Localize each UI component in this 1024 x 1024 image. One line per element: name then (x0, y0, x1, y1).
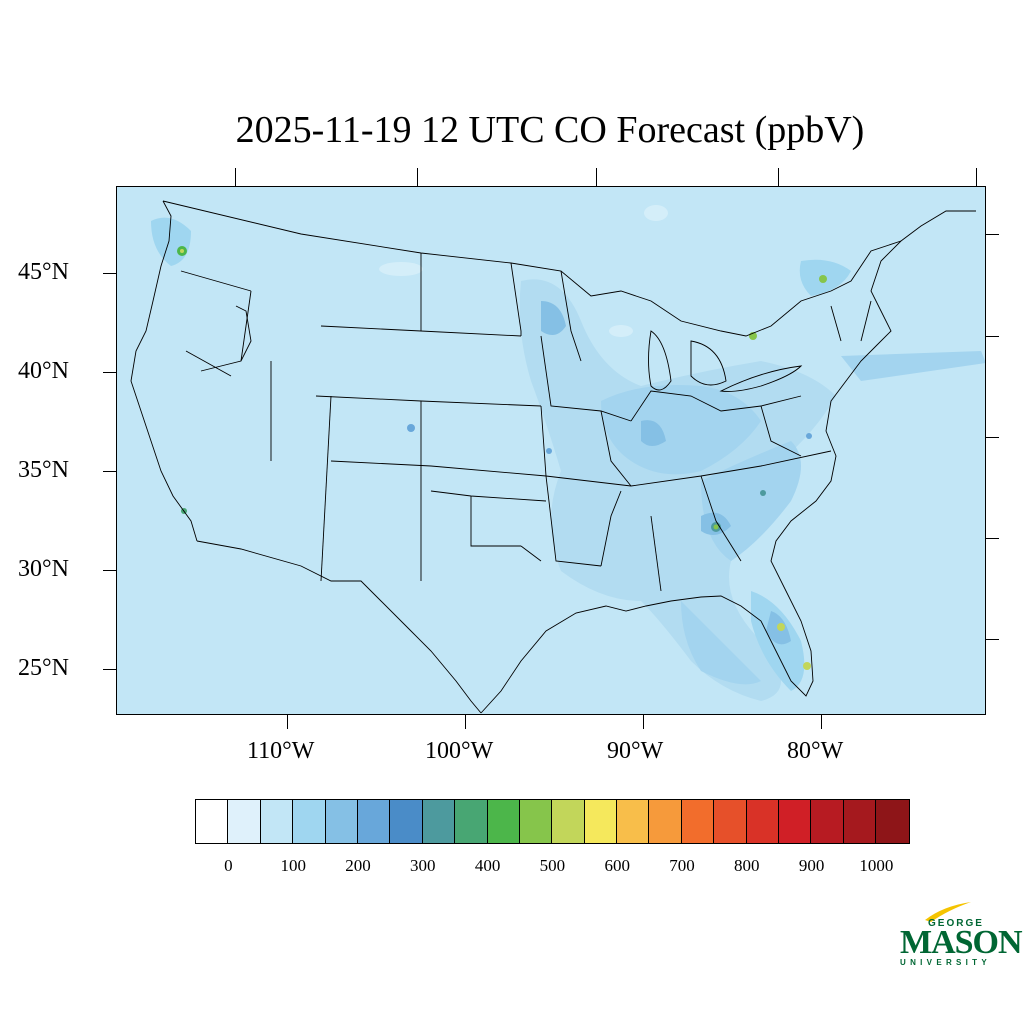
colorbar-swatch (422, 800, 456, 843)
lat-label: 30°N (18, 556, 69, 582)
colorbar-swatch (876, 800, 909, 843)
lat-label: 25°N (18, 655, 69, 681)
colorbar-swatch (519, 800, 553, 843)
colorbar (195, 799, 910, 844)
colorbar-label: 400 (474, 856, 501, 875)
colorbar-swatch (552, 800, 585, 843)
colorbar-swatch (487, 800, 520, 843)
colorbar-label: 0 (224, 856, 233, 875)
lat-label: 45°N (18, 259, 69, 285)
logo-bottom-text: UNIVERSITY (900, 958, 992, 967)
colorbar-swatch (228, 800, 261, 843)
colorbar-swatch (357, 800, 391, 843)
colorbar-label: 900 (798, 856, 825, 875)
lon-label: 110°W (247, 738, 315, 764)
lat-label: 35°N (18, 457, 69, 483)
bottom-tick (821, 715, 822, 729)
left-tick (103, 471, 116, 472)
colorbar-swatch (617, 800, 650, 843)
colorbar-swatch (455, 800, 488, 843)
colorbar-swatch (390, 800, 423, 843)
map-svg (130, 200, 985, 714)
swoosh-icon (925, 902, 971, 922)
colorbar-swatch (649, 800, 682, 843)
logo-main-text: MASON (900, 924, 1023, 961)
colorbar-label: 700 (669, 856, 695, 875)
top-tick (976, 168, 977, 186)
colorbar-swatch (260, 800, 294, 843)
lon-label: 100°W (425, 738, 494, 764)
colorbar-label: 200 (345, 856, 371, 875)
colorbar-label: 1000 (859, 856, 894, 875)
colorbar-swatch (811, 800, 844, 843)
concentration-patches (151, 205, 985, 701)
lon-label: 90°W (607, 738, 664, 764)
colorbar-swatch (746, 800, 780, 843)
colorbar-label: 100 (280, 856, 306, 875)
colorbar-label: 300 (410, 856, 436, 875)
right-tick (986, 234, 999, 235)
colorbar-swatch (293, 800, 326, 843)
top-tick (235, 168, 236, 186)
colorbar-swatch (714, 800, 747, 843)
colorbar-swatch (584, 800, 618, 843)
bottom-tick (287, 715, 288, 729)
left-tick (103, 273, 116, 274)
colorbar-label: 500 (539, 856, 566, 875)
bottom-tick (643, 715, 644, 729)
left-tick (103, 570, 116, 571)
colorbar-swatch (325, 800, 358, 843)
colorbar-swatch (779, 800, 812, 843)
lat-label: 40°N (18, 358, 69, 384)
top-tick (417, 168, 418, 186)
left-tick (103, 372, 116, 373)
right-tick (986, 639, 999, 640)
colorbar-swatch (681, 800, 715, 843)
colorbar-swatch (843, 800, 877, 843)
gmu-logo: GEORGE MASON UNIVERSITY (898, 900, 1023, 970)
right-tick (986, 336, 999, 337)
colorbar-label: 800 (734, 856, 760, 875)
top-tick (778, 168, 779, 186)
colorbar-label: 600 (604, 856, 630, 875)
coastline-borders (130, 200, 976, 714)
colorbar-swatch (196, 800, 229, 843)
logo-top-text: GEORGE (928, 918, 984, 929)
co-forecast-map (116, 186, 986, 715)
right-tick (986, 538, 999, 539)
map-title: 2025-11-19 12 UTC CO Forecast (ppbV) (235, 109, 865, 151)
right-tick (986, 437, 999, 438)
lon-label: 80°W (787, 738, 844, 764)
top-tick (596, 168, 597, 186)
left-tick (103, 669, 116, 670)
bottom-tick (465, 715, 466, 729)
